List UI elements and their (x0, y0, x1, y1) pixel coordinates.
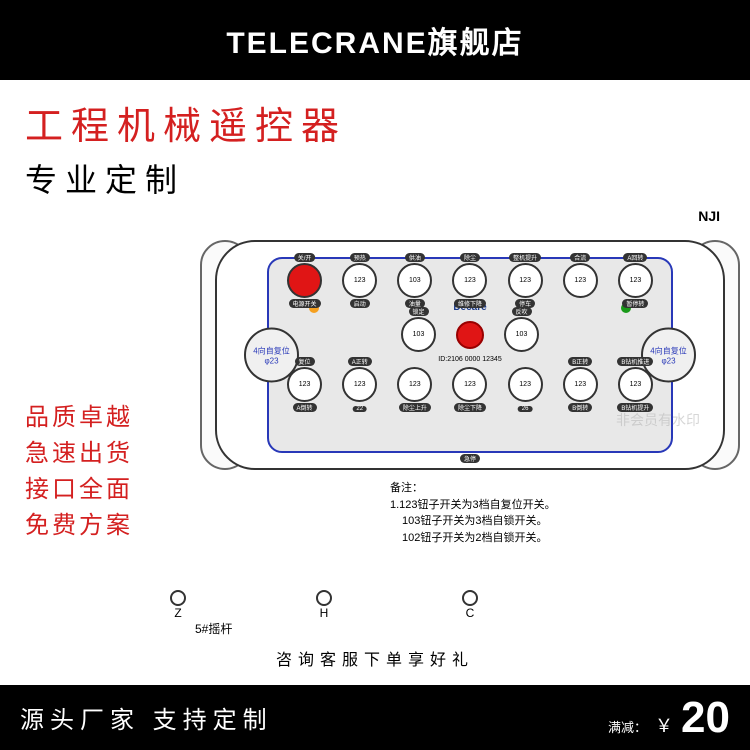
feature-item: 品质卓越 (25, 400, 133, 436)
knob: 123复位A倒转 (287, 367, 322, 402)
notes-block: 备注： 1.123钮子开关为3档自复位开关。 103钮子开关为3档自锁开关。 1… (390, 480, 556, 546)
knob: 103供油油量 (397, 263, 432, 298)
knob: 123合流 (563, 263, 598, 298)
knob-row-4: 123复位A倒转 123A正转22 123除尘上升 123除尘下降 12326 123B正… (269, 363, 671, 406)
knob: 急停 (456, 321, 484, 349)
knob-row-1: 关/开电源开关 123预热启动 103供油油量 123除尘维修下降 123整机提升停车 1… (269, 259, 671, 302)
control-panel: 4向自复位 φ23 4向自复位 φ23 关/开电源开关123预热启动103供油油… (267, 257, 673, 453)
content-area: 工程机械遥控器 专业定制 NJI 4向自复位 φ23 4向自复位 φ23 关/开… (0, 80, 750, 680)
feature-item: 免费方案 (25, 508, 133, 544)
knob: 12326 (508, 367, 543, 402)
main-title: 工程机械遥控器 (25, 95, 725, 150)
marker-h: H (316, 590, 332, 620)
footer-bar: 源头厂家 支持定制 满减： ￥ 20 (0, 685, 750, 750)
feature-list: 品质卓越 急速出货 接口全面 免费方案 (25, 400, 133, 544)
knob: 123B钻机推进B钻机提升 (618, 367, 653, 402)
note-line: 102钮子开关为2档自锁开关。 (390, 530, 556, 547)
knob: 103锁定 (401, 317, 436, 352)
service-text: 咨询客服下单享好礼 (0, 646, 750, 670)
feature-item: 急速出货 (25, 436, 133, 472)
sub-title: 专业定制 (25, 155, 725, 201)
knob: 123除尘维修下降 (452, 263, 487, 298)
knob: 103反吹 (504, 317, 539, 352)
watermark-text: 非会员有水印 (616, 410, 700, 430)
knob: 123A正转22 (342, 367, 377, 402)
discount-label: 满减： (608, 717, 647, 736)
knob: 123除尘上升 (397, 367, 432, 402)
device-id: ID:2106 0000 12345 (269, 356, 671, 363)
knob-row-3: 103锁定急停 103反吹 (269, 313, 671, 356)
knob: 关/开电源开关 (287, 263, 322, 298)
knob: 123B正转B倒转 (563, 367, 598, 402)
corner-label: NJI (698, 208, 720, 224)
currency-symbol: ￥ (655, 712, 673, 738)
marker-row: Z H C (170, 590, 478, 620)
marker-z: Z (170, 590, 186, 620)
store-header: TELECRANE旗舰店 (0, 0, 750, 80)
remote-body: 4向自复位 φ23 4向自复位 φ23 关/开电源开关123预热启动103供油油… (215, 240, 725, 470)
note-line: 103钮子开关为3档自锁开关。 (390, 513, 556, 530)
knob: 123预热启动 (342, 263, 377, 298)
lever-label: 5#摇杆 (195, 620, 232, 637)
marker-c: C (462, 590, 478, 620)
knob: 123A回转暂停转 (618, 263, 653, 298)
footer-slogan: 源头厂家 支持定制 (20, 700, 273, 735)
note-line: 1.123钮子开关为3档自复位开关。 (390, 497, 556, 514)
knob: 123整机提升停车 (508, 263, 543, 298)
price-block: 满减： ￥ 20 (608, 693, 730, 743)
knob: 123除尘下降 (452, 367, 487, 402)
price-value: 20 (681, 693, 730, 743)
remote-diagram: 4向自复位 φ23 4向自复位 φ23 关/开电源开关123预热启动103供油油… (215, 240, 725, 470)
feature-item: 接口全面 (25, 472, 133, 508)
notes-title: 备注： (390, 480, 556, 497)
